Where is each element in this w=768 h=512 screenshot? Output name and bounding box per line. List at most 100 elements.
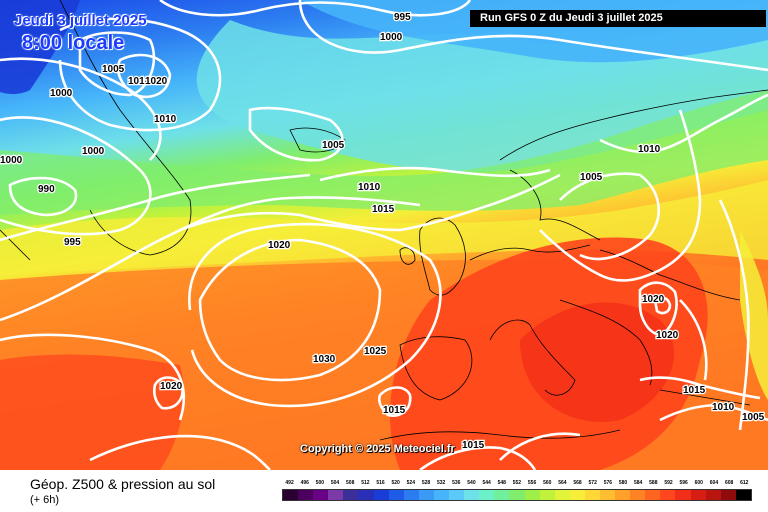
scale-swatch (569, 490, 585, 500)
isobar-label: 1015 (462, 440, 485, 451)
scale-swatch (720, 490, 736, 500)
scale-swatch (418, 490, 434, 500)
isobar-label: 1015 (372, 204, 395, 215)
scale-label: 544 (482, 480, 491, 486)
isobar-label: 1000 (0, 155, 23, 166)
scale-swatch (388, 490, 404, 500)
scale-label: 508 (346, 480, 355, 486)
scale-label: 548 (497, 480, 506, 486)
scale-swatch (283, 490, 299, 500)
deep-blue-nw (0, 0, 80, 95)
scale-swatch (660, 490, 676, 500)
scale-label: 520 (391, 480, 400, 486)
isobar-label: 1005 (580, 172, 603, 183)
scale-label: 500 (315, 480, 325, 486)
legend-panel: Géop. Z500 & pression au sol (+ 6h) 492 4… (0, 470, 768, 512)
isobar-label: 995 (64, 237, 81, 248)
scale-swatch (584, 490, 600, 500)
isobar-label: 1000 (380, 32, 403, 43)
scale-label: 564 (558, 480, 567, 486)
scale-swatch (705, 490, 721, 500)
isobar-label: 1010 (154, 114, 177, 125)
scale-swatch (675, 490, 691, 500)
red-core (520, 302, 675, 422)
scale-swatch (494, 490, 510, 500)
scale-swatch (298, 490, 314, 500)
scale-swatch (539, 490, 555, 500)
scale-label: 556 (527, 480, 537, 486)
scale-swatch (358, 490, 374, 500)
map-canvas: 995 1000 1005 1010 1020 1000 1010 1000 1… (0, 0, 768, 470)
isobar-label: 1000 (0, 155, 23, 166)
isobar-label: 1010 (128, 76, 151, 87)
run-banner: Run GFS 0 Z du Jeudi 3 juillet 2025 (470, 10, 766, 27)
scale-label: 580 (618, 480, 628, 486)
scale-swatch (509, 490, 525, 500)
isobar-labels: 995 1000 1005 1010 1020 1000 1010 1000 1… (0, 11, 766, 453)
scale-swatch (449, 490, 465, 500)
isobar-label: 1000 (82, 146, 105, 157)
scale-swatch (554, 490, 570, 500)
isobar-label: 1010 (712, 402, 735, 413)
scale-label: 584 (634, 480, 643, 486)
scale-label: 576 (603, 480, 613, 486)
scale-swatch (343, 490, 359, 500)
scale-label: 604 (709, 480, 719, 486)
copyright-text: Copyright © 2025 Meteociel.fr (300, 443, 455, 455)
scale-label: 512 (361, 480, 370, 486)
yellow-band (0, 180, 768, 275)
isobar-label: 1020 (656, 330, 679, 341)
scale-labels: 492 496 500 504 508 512 516 520 524 528 532 536 540 5… (282, 480, 752, 487)
isobars (0, 0, 768, 470)
isobar-label: 1020 (145, 76, 168, 87)
scale-swatch (313, 490, 329, 500)
scale-label: 492 (285, 480, 294, 486)
scale-swatch (690, 490, 706, 500)
scale-label: 588 (649, 480, 658, 486)
isobar-label: 1020 (642, 294, 665, 305)
scale-swatch (433, 490, 450, 500)
scale-label: 536 (452, 480, 461, 486)
green-band (0, 90, 768, 215)
scale-label: 600 (694, 480, 703, 486)
isobar-label: 1030 (313, 354, 336, 365)
scale-swatch (328, 490, 344, 500)
forecast-time: 8:00 locale (22, 32, 125, 54)
scale-swatch (630, 490, 646, 500)
isobar-label: 1025 (364, 346, 387, 357)
scale-label: 504 (330, 480, 340, 486)
scale-label: 516 (376, 480, 385, 486)
isobar-label: 1000 (50, 88, 73, 99)
scale-label: 496 (300, 480, 309, 486)
scale-swatch (645, 490, 661, 500)
scale-swatch (464, 490, 480, 500)
scale-swatch (373, 490, 389, 500)
yellow-east (740, 230, 768, 400)
red-west (0, 354, 184, 470)
scale-label: 592 (664, 480, 673, 486)
isobar-label: 990 (38, 184, 55, 195)
scale-label: 612 (740, 480, 749, 486)
scale-label: 572 (588, 480, 597, 486)
isobar-label: 1010 (358, 182, 381, 193)
isobar-label: 1020 (160, 381, 183, 392)
forecast-offset: (+ 6h) (30, 494, 60, 506)
scale-swatch (615, 490, 631, 500)
isobar-label: 1010 (638, 144, 661, 155)
scale-swatch (599, 490, 616, 500)
isobar-label: 1005 (322, 140, 345, 151)
isobar-label: 1015 (383, 405, 406, 416)
scale-label: 528 (421, 480, 431, 486)
scale-bar (282, 489, 752, 501)
scale-swatch (403, 490, 419, 500)
isobar-label: 1005 (102, 64, 125, 75)
color-scale: 492 496 500 504 508 512 516 520 524 528 532 536 540 5… (282, 480, 752, 501)
scale-label: 560 (543, 480, 552, 486)
scale-label: 568 (573, 480, 582, 486)
scale-label: 524 (406, 480, 415, 486)
isobar-label: 1015 (683, 385, 706, 396)
map-title: Géop. Z500 & pression au sol (30, 476, 216, 492)
isobar-label: 995 (394, 12, 411, 23)
isobar-label: 1020 (268, 240, 291, 251)
